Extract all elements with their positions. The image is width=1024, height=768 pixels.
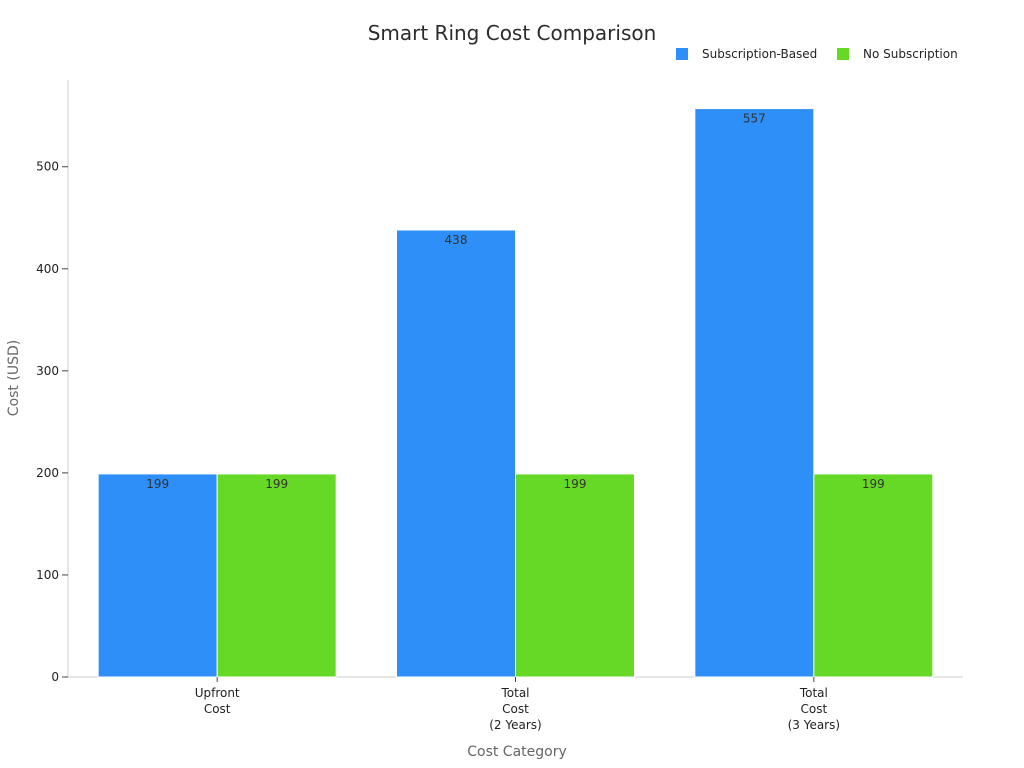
bar (694, 108, 815, 678)
y-tick-label: 500 (36, 160, 59, 174)
bar-value-label: 557 (743, 112, 766, 126)
y-tick-label: 200 (36, 466, 59, 480)
x-tick-label-line: Cost (204, 702, 231, 716)
x-tick-label-line: Cost (800, 702, 827, 716)
x-ticks: Upfront Cost Total Cost (2 Years) Total Cost (3… (195, 677, 840, 732)
chart-title: Smart Ring Cost Comparison (368, 21, 657, 45)
bar-value-label: 199 (265, 477, 288, 491)
legend-label: No Subscription (863, 47, 958, 61)
y-axis-label: Cost (USD) (6, 340, 22, 416)
x-tick-label-line: Total (500, 686, 529, 700)
bar-value-label: 199 (146, 477, 169, 491)
x-tick-label: Total Cost (3 Years) (788, 686, 840, 732)
x-tick-label-line: Upfront (195, 686, 240, 700)
bar-value-label: 199 (564, 477, 587, 491)
bars (97, 108, 934, 678)
legend-label: Subscription-Based (702, 47, 817, 61)
x-tick-label: Total Cost (2 Years) (489, 686, 541, 732)
x-tick-label-line: (3 Years) (788, 718, 840, 732)
legend-swatch (676, 48, 688, 60)
y-tick-label: 400 (36, 262, 59, 276)
x-axis-label: Cost Category (467, 744, 567, 760)
bar-value-label: 199 (862, 477, 885, 491)
bar (813, 473, 934, 678)
x-tick-label-line: (2 Years) (489, 718, 541, 732)
x-tick-label: Upfront Cost (195, 686, 240, 716)
bar (515, 473, 635, 678)
bar (216, 473, 337, 678)
bar (97, 473, 218, 678)
y-tick-label: 100 (36, 568, 59, 582)
x-tick-label-line: Total (799, 686, 828, 700)
bar-value-label: 438 (445, 233, 468, 247)
bar (396, 229, 516, 678)
legend: Subscription-Based No Subscription (676, 47, 958, 61)
y-tick-label: 300 (36, 364, 59, 378)
legend-swatch (837, 48, 849, 60)
data-labels: 199 199 438 199 557 199 (146, 112, 885, 491)
y-tick-label: 0 (51, 670, 59, 684)
x-tick-label-line: Cost (502, 702, 529, 716)
y-ticks: 0 100 200 300 400 500 (36, 160, 68, 684)
